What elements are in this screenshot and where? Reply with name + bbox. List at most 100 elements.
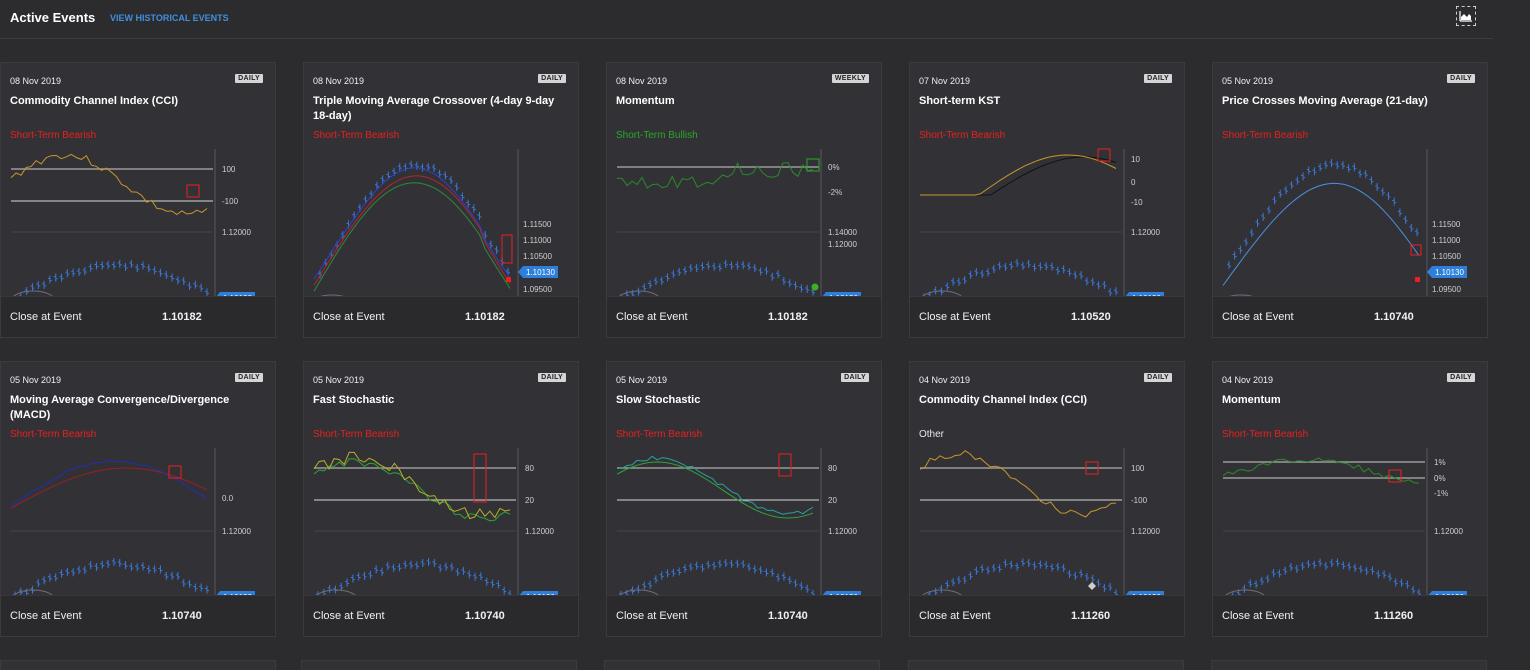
close-at-event-value: 1.10740 bbox=[768, 610, 808, 622]
card-stub bbox=[604, 660, 880, 670]
price-bars bbox=[316, 558, 512, 600]
frequency-badge: DAILY bbox=[538, 74, 566, 83]
ma-9-line bbox=[313, 175, 511, 286]
indicator-axis-label: 100 bbox=[1131, 464, 1145, 473]
event-name: Triple Moving Average Crossover (4-day 9… bbox=[313, 95, 555, 122]
indicator-axis-label: 80 bbox=[525, 464, 534, 473]
event-marker bbox=[1415, 277, 1420, 282]
current-price-badge: 1.10130 bbox=[1427, 266, 1467, 278]
event-date: 05 Nov 2019 bbox=[10, 375, 62, 385]
event-card[interactable]: 04 Nov 2019 DAILY Momentum Short-Term Beari… bbox=[1212, 361, 1488, 637]
event-signal: Short-Term Bearish bbox=[10, 429, 97, 440]
event-card[interactable]: 08 Nov 2019 DAILY Commodity Channel Index … bbox=[0, 62, 276, 338]
event-name: Commodity Channel Index (CCI) bbox=[919, 394, 1088, 406]
price-axis-label: 1.09500 bbox=[523, 285, 552, 294]
indicator-axis-label: -1% bbox=[1434, 489, 1448, 498]
event-name: Price Crosses Moving Average (21-day) bbox=[1222, 95, 1428, 107]
price-axis-label: 1.14000 bbox=[828, 228, 857, 237]
frequency-badge: DAILY bbox=[538, 373, 566, 382]
indicator-axis-label: 0% bbox=[828, 163, 840, 172]
close-at-event-value: 1.10740 bbox=[1374, 311, 1414, 323]
signal-marker bbox=[168, 465, 182, 479]
event-date: 05 Nov 2019 bbox=[1222, 76, 1274, 86]
indicator-axis-label: -2% bbox=[828, 188, 842, 197]
indicator-axis-label: 20 bbox=[828, 496, 837, 505]
svg-text:1.10130: 1.10130 bbox=[1435, 268, 1464, 277]
event-signal: Short-Term Bullish bbox=[616, 130, 698, 141]
close-at-event-label: Close at Event bbox=[616, 311, 688, 323]
page-header: Active Events VIEW HISTORICAL EVENTS bbox=[0, 0, 1493, 39]
indicator-axis-label: 1% bbox=[1434, 458, 1446, 467]
card-stub bbox=[908, 660, 1184, 670]
close-at-event-label: Close at Event bbox=[313, 610, 385, 622]
card-stub bbox=[1211, 660, 1487, 670]
indicator-line bbox=[616, 455, 814, 515]
close-at-event-label: Close at Event bbox=[10, 311, 82, 323]
close-at-event-label: Close at Event bbox=[919, 311, 991, 323]
event-name: Momentum bbox=[616, 95, 675, 107]
event-name: Slow Stochastic bbox=[616, 394, 701, 406]
event-card[interactable]: 04 Nov 2019 DAILY Commodity Channel Index … bbox=[909, 361, 1185, 637]
event-marker bbox=[811, 283, 819, 291]
close-at-event-label: Close at Event bbox=[919, 610, 991, 622]
event-card[interactable]: 08 Nov 2019 WEEKLY Momentum Short-Term Bull… bbox=[606, 62, 882, 338]
indicator-line bbox=[1222, 457, 1420, 484]
chart-view-button[interactable] bbox=[1456, 6, 1476, 26]
card-footer: Close at Event 1.10740 bbox=[607, 595, 881, 636]
close-at-event-label: Close at Event bbox=[10, 610, 82, 622]
ma-4-line bbox=[313, 167, 511, 280]
event-card[interactable]: 05 Nov 2019 DAILY Price Crosses Moving Ave… bbox=[1212, 62, 1488, 338]
signal-marker bbox=[1097, 148, 1111, 162]
frequency-badge: DAILY bbox=[1144, 373, 1172, 382]
price-bars bbox=[13, 259, 209, 303]
indicator-line bbox=[10, 460, 208, 507]
event-card[interactable]: 05 Nov 2019 DAILY Fast Stochastic Short-Ter… bbox=[303, 361, 579, 637]
close-at-event-label: Close at Event bbox=[1222, 610, 1294, 622]
price-axis-label: 1.11500 bbox=[1432, 220, 1461, 229]
event-date: 08 Nov 2019 bbox=[10, 76, 62, 86]
event-card[interactable]: 05 Nov 2019 DAILY Slow Stochastic Short-Ter… bbox=[606, 361, 882, 637]
price-axis-label: 1.12000 bbox=[1434, 527, 1463, 536]
close-at-event-value: 1.11260 bbox=[1374, 610, 1414, 622]
event-signal: Short-Term Bearish bbox=[313, 429, 400, 440]
event-card[interactable]: 07 Nov 2019 DAILY Short-term KST Short-Term… bbox=[909, 62, 1185, 338]
price-axis-label: 1.12000 bbox=[828, 240, 857, 249]
event-marker bbox=[506, 277, 511, 282]
price-axis-label: 1.10500 bbox=[1432, 252, 1461, 261]
signal-marker bbox=[186, 184, 200, 198]
frequency-badge: DAILY bbox=[235, 74, 263, 83]
indicator-signal-line bbox=[10, 467, 208, 509]
indicator-line bbox=[10, 153, 208, 216]
card-footer: Close at Event 1.10740 bbox=[1, 595, 275, 636]
indicator-axis-label: -100 bbox=[1131, 496, 1148, 505]
frequency-badge: WEEKLY bbox=[831, 74, 869, 83]
event-name: Moving Average Convergence/Divergence (M… bbox=[10, 394, 230, 421]
price-axis-label: 1.11500 bbox=[523, 220, 552, 229]
event-date: 04 Nov 2019 bbox=[1222, 375, 1274, 385]
event-card[interactable]: 08 Nov 2019 DAILY Triple Moving Average Cr… bbox=[303, 62, 579, 338]
event-date: 05 Nov 2019 bbox=[616, 375, 668, 385]
page-title: Active Events bbox=[10, 10, 96, 25]
price-bars bbox=[922, 558, 1118, 604]
indicator-line bbox=[617, 162, 814, 189]
price-axis-label: 1.12000 bbox=[828, 527, 857, 536]
indicator-line bbox=[313, 451, 511, 520]
card-footer: Close at Event 1.10182 bbox=[1, 296, 275, 337]
event-name: Fast Stochastic bbox=[313, 394, 395, 406]
indicator-axis-label: 20 bbox=[525, 496, 534, 505]
view-historical-events-link[interactable]: VIEW HISTORICAL EVENTS bbox=[110, 13, 229, 23]
price-axis-label: 1.12000 bbox=[222, 228, 251, 237]
event-date: 04 Nov 2019 bbox=[919, 375, 971, 385]
indicator-axis-label: 80 bbox=[828, 464, 837, 473]
frequency-badge: DAILY bbox=[1447, 373, 1475, 382]
indicator-signal-line bbox=[313, 458, 511, 522]
frequency-badge: DAILY bbox=[1144, 74, 1172, 83]
close-at-event-value: 1.11260 bbox=[1071, 610, 1111, 622]
card-stub bbox=[301, 660, 577, 670]
event-name: Short-term KST bbox=[919, 95, 1001, 107]
price-bars bbox=[318, 160, 510, 279]
event-card[interactable]: 05 Nov 2019 DAILY Moving Average Convergen… bbox=[0, 361, 276, 637]
event-name: Momentum bbox=[1222, 394, 1281, 406]
price-axis-label: 1.09500 bbox=[1432, 285, 1461, 294]
event-date: 07 Nov 2019 bbox=[919, 76, 971, 86]
